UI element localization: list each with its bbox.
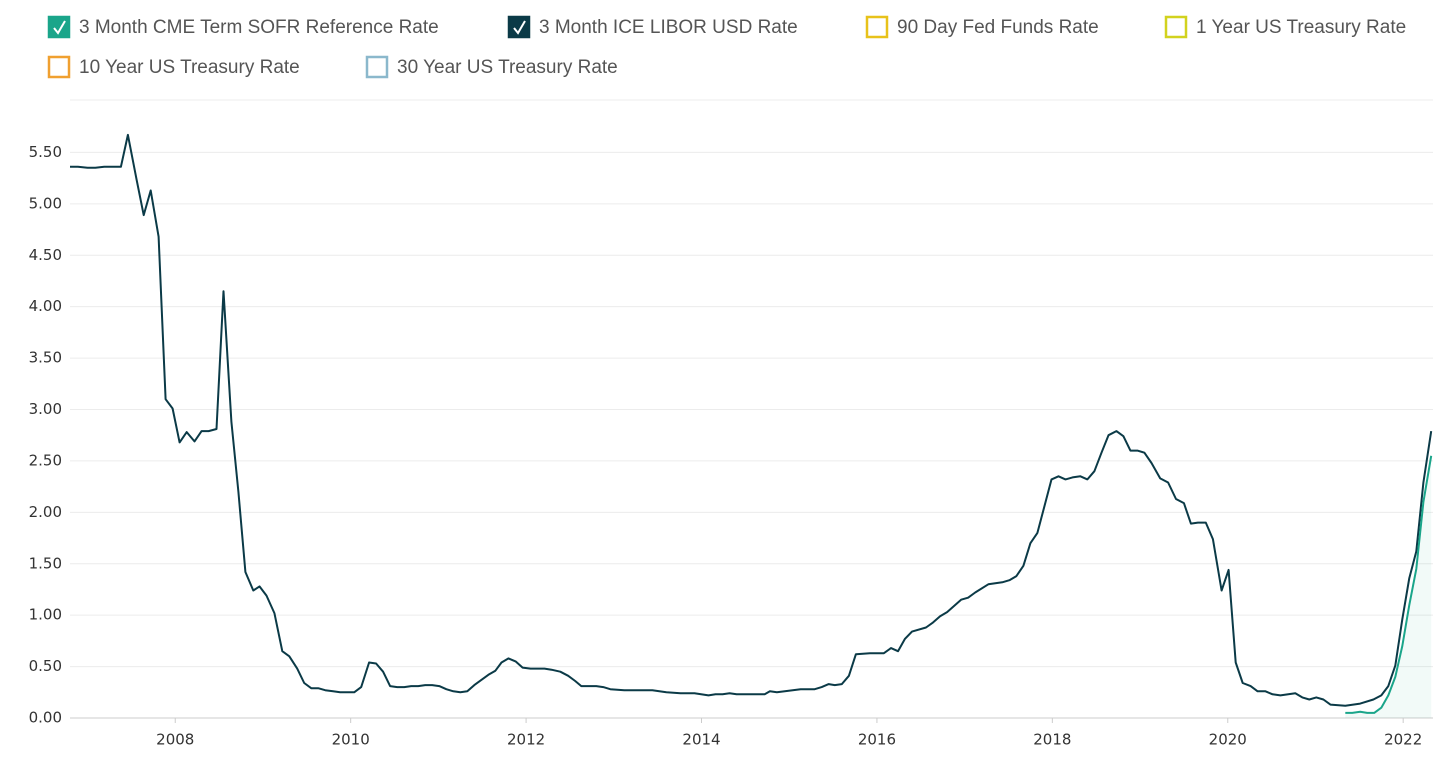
legend-label: 1 Year US Treasury Rate xyxy=(1196,17,1406,38)
legend-checkbox[interactable] xyxy=(865,15,889,39)
x-tick-label: 2020 xyxy=(1209,731,1247,749)
y-tick-label: 3.00 xyxy=(29,400,62,418)
y-tick-label: 5.50 xyxy=(29,143,62,161)
legend-checkbox[interactable] xyxy=(507,15,531,39)
check-mark xyxy=(513,20,526,35)
x-tick-label: 2018 xyxy=(1033,731,1071,749)
legend-checkbox[interactable] xyxy=(47,15,71,39)
x-tick-label: 2010 xyxy=(332,731,370,749)
x-tick-label: 2014 xyxy=(682,731,720,749)
series-area xyxy=(1345,455,1432,718)
x-tick-label: 2008 xyxy=(156,731,194,749)
check-mark xyxy=(53,20,66,35)
y-tick-label: 5.00 xyxy=(29,194,62,212)
series-line xyxy=(1345,455,1433,714)
legend-label: 10 Year US Treasury Rate xyxy=(79,57,300,78)
y-tick-label: 3.50 xyxy=(29,349,62,367)
legend-label: 3 Month ICE LIBOR USD Rate xyxy=(539,17,798,38)
legend-item[interactable]: 1 Year US Treasury Rate xyxy=(1164,15,1406,39)
x-tick-label: 2016 xyxy=(858,731,896,749)
y-tick-label: 0.00 xyxy=(29,709,62,727)
y-tick-label: 2.50 xyxy=(29,451,62,469)
legend-item[interactable]: 30 Year US Treasury Rate xyxy=(365,55,618,79)
legend-checkbox[interactable] xyxy=(1164,15,1188,39)
series-line xyxy=(70,133,1433,707)
x-tick-label: 2022 xyxy=(1384,731,1422,749)
legend-checkbox[interactable] xyxy=(47,55,71,79)
legend-item[interactable]: 10 Year US Treasury Rate xyxy=(47,55,300,79)
x-tick-label: 2012 xyxy=(507,731,545,749)
y-tick-label: 4.50 xyxy=(29,246,62,264)
y-tick-label: 0.50 xyxy=(29,657,62,675)
y-tick-label: 1.00 xyxy=(29,606,62,624)
legend-label: 30 Year US Treasury Rate xyxy=(397,57,618,78)
y-tick-label: 4.00 xyxy=(29,297,62,315)
y-tick-label: 2.00 xyxy=(29,503,62,521)
legend-checkbox[interactable] xyxy=(365,55,389,79)
legend-item[interactable]: 90 Day Fed Funds Rate xyxy=(865,15,1099,39)
y-tick-label: 1.50 xyxy=(29,554,62,572)
legend-label: 90 Day Fed Funds Rate xyxy=(897,17,1099,38)
legend-item[interactable]: 3 Month ICE LIBOR USD Rate xyxy=(507,15,798,39)
legend-item[interactable]: 3 Month CME Term SOFR Reference Rate xyxy=(47,15,439,39)
legend-label: 3 Month CME Term SOFR Reference Rate xyxy=(79,17,439,38)
